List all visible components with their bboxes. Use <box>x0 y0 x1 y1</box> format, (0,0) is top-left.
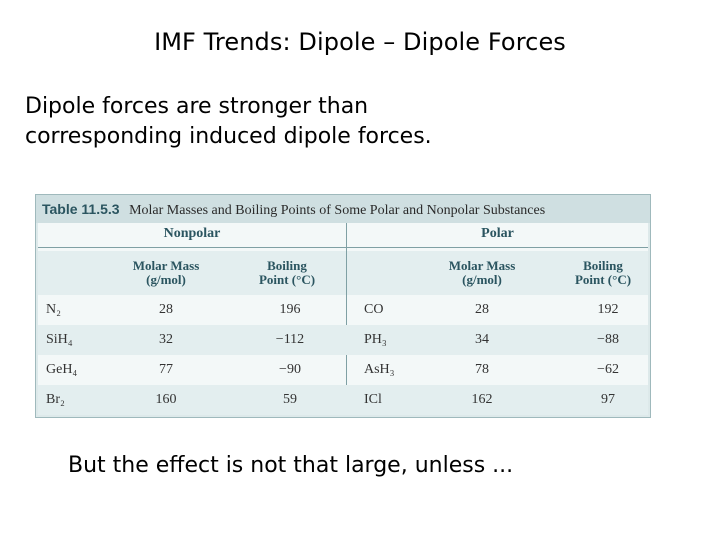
col-header-boiling-polar: Boiling Point (°C) <box>558 259 648 287</box>
nonpolar-molar-mass: 32 <box>159 332 173 347</box>
polar-molar-mass: 162 <box>471 392 493 407</box>
group-underline <box>347 247 648 248</box>
table-caption: Table 11.5.3 Molar Masses and Boiling Po… <box>36 195 650 223</box>
polar-boiling-point: −62 <box>597 362 619 377</box>
nonpolar-formula: SiH₄ <box>46 332 73 347</box>
polar-boiling-point: −88 <box>597 332 619 347</box>
col-header-line: Boiling <box>267 258 307 273</box>
table-caption-text: Molar Masses and Boiling Points of Some … <box>129 203 546 218</box>
table-body: Nonpolar Polar Molar Mass (g/mol) Boilin… <box>38 223 648 415</box>
nonpolar-molar-mass: 160 <box>155 392 177 407</box>
nonpolar-formula: GeH₄ <box>46 362 78 377</box>
polar-boiling-point: 192 <box>597 302 619 317</box>
col-header-line: (g/mol) <box>146 272 186 287</box>
data-table: Table 11.5.3 Molar Masses and Boiling Po… <box>35 194 651 418</box>
group-header-nonpolar: Nonpolar <box>163 226 221 241</box>
group-divider <box>346 223 347 415</box>
nonpolar-boiling-point: −90 <box>279 362 301 377</box>
table-row: Br₂ 160 59 ICl 162 97 <box>38 385 648 415</box>
intro-line-1: Dipole forces are stronger than <box>25 94 369 119</box>
col-header-line: Molar Mass <box>448 258 516 273</box>
nonpolar-boiling-point: −112 <box>275 332 305 347</box>
polar-formula: CO <box>364 302 384 317</box>
col-header-line: Point (°C) <box>574 272 632 287</box>
polar-molar-mass: 78 <box>475 362 489 377</box>
polar-molar-mass: 34 <box>475 332 489 347</box>
polar-boiling-point: 97 <box>601 392 615 407</box>
nonpolar-formula: Br₂ <box>46 392 65 407</box>
nonpolar-boiling-point: 196 <box>279 302 301 317</box>
table-row: N₂ 28 196 CO 28 192 <box>38 295 648 325</box>
nonpolar-molar-mass: 77 <box>159 362 173 377</box>
polar-formula: AsH₃ <box>364 362 395 377</box>
table-row: GeH₄ 77 −90 AsH₃ 78 −62 <box>38 355 648 385</box>
polar-formula: PH₃ <box>364 332 387 347</box>
table-row: SiH₄ 32 −112 PH₃ 34 −88 <box>38 325 648 355</box>
polar-molar-mass: 28 <box>475 302 489 317</box>
bottom-note: But the effect is not that large, unless… <box>68 453 514 478</box>
header-band <box>38 251 648 295</box>
col-header-line: Boiling <box>583 258 623 273</box>
table-number: Table 11.5.3 <box>42 201 120 217</box>
intro-text: Dipole forces are stronger than correspo… <box>25 92 625 152</box>
intro-line-2: corresponding induced dipole forces. <box>25 124 432 149</box>
nonpolar-formula: N₂ <box>46 302 61 317</box>
polar-formula: ICl <box>364 392 382 407</box>
nonpolar-molar-mass: 28 <box>159 302 173 317</box>
col-header-boiling-nonpolar: Boiling Point (°C) <box>242 259 332 287</box>
col-header-line: Molar Mass <box>132 258 200 273</box>
slide-title: IMF Trends: Dipole – Dipole Forces <box>154 28 566 56</box>
nonpolar-boiling-point: 59 <box>283 392 297 407</box>
group-underline <box>38 247 346 248</box>
group-header-polar: Polar <box>481 226 514 241</box>
col-header-molar-mass-polar: Molar Mass (g/mol) <box>434 259 530 287</box>
col-header-molar-mass-nonpolar: Molar Mass (g/mol) <box>118 259 214 287</box>
col-header-line: Point (°C) <box>258 272 316 287</box>
col-header-line: (g/mol) <box>462 272 502 287</box>
